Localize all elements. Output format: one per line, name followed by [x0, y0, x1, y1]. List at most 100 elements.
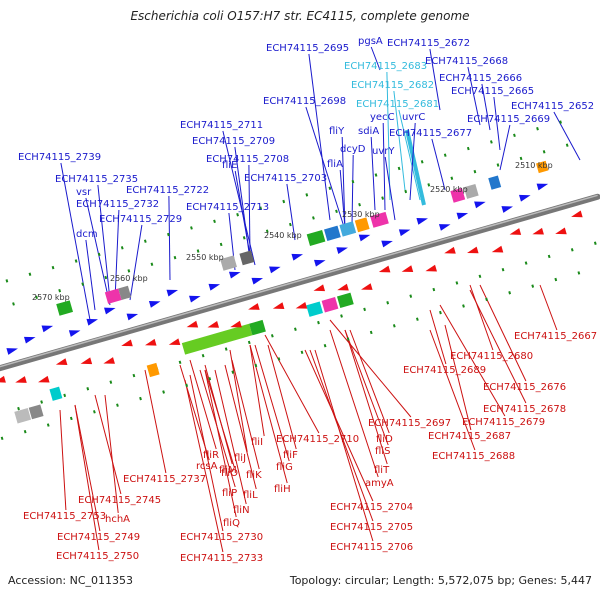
reverse-label-leader	[74, 404, 100, 551]
forward-gene-arrow	[438, 224, 451, 231]
forward-label-leader	[129, 224, 143, 301]
feature-block	[370, 211, 389, 228]
forward-gene-label: ECH74115_2711	[180, 120, 263, 131]
reverse-gene-arrow	[145, 338, 157, 346]
reverse-gene-arrow	[0, 375, 6, 383]
reverse-gene-label: fliH	[274, 484, 291, 495]
reverse-label-leader	[329, 329, 379, 478]
forward-gene-arrow	[189, 295, 201, 303]
forward-gene-arrow	[501, 206, 513, 213]
forward-gene-arrow	[398, 229, 411, 237]
scale-tick-label: 2510 kbp	[515, 161, 553, 170]
forward-gene-label: ECH74115_2695	[266, 43, 349, 54]
reverse-gene-arrow	[571, 210, 583, 218]
feature-block	[354, 217, 370, 233]
feature-block	[306, 301, 323, 317]
feature-block	[146, 362, 160, 378]
reverse-gene-arrow	[378, 265, 391, 273]
genome-summary-text: Topology: circular; Length: 5,572,075 bp…	[289, 574, 592, 587]
reverse-gene-label: fliM	[219, 465, 237, 476]
forward-gene-label: uvrC	[402, 112, 425, 123]
forward-label-leader	[286, 183, 296, 241]
reverse-gene-label: fliN	[233, 505, 250, 516]
feature-block	[28, 404, 44, 420]
forward-label-leader	[168, 195, 171, 281]
reverse-gene-label: ECH74115_2753	[23, 511, 106, 522]
reverse-gene-label: fliL	[243, 490, 258, 501]
forward-gene-label: ECH74115_2683	[344, 61, 427, 72]
reverse-gene-arrow	[15, 376, 27, 383]
forward-label-leader	[429, 48, 441, 111]
genome-backbone	[0, 193, 600, 372]
feature-block	[104, 288, 122, 304]
forward-gene-label: pgsA	[358, 36, 383, 47]
reverse-gene-arrow	[80, 357, 93, 365]
reverse-gene-label: ECH74115_2687	[428, 431, 511, 442]
forward-label-leader	[386, 71, 391, 201]
reverse-gene-label: fliS	[375, 446, 390, 457]
forward-gene-arrow	[251, 277, 264, 285]
forward-gene-label: ECH74115_2732	[76, 199, 159, 210]
genome-backbone-highlight	[0, 194, 598, 368]
forward-gene-label: yecC	[370, 112, 395, 123]
forward-gene-label: ECH74115_2681	[356, 99, 439, 110]
reverse-gene-label: fliG	[276, 462, 293, 473]
feature-block	[249, 319, 266, 336]
reverse-label-leader	[59, 409, 67, 511]
forward-gene-label: ECH74115_2739	[18, 152, 101, 163]
reverse-gene-label: ECH74115_2710	[276, 434, 359, 445]
reverse-gene-arrow	[337, 283, 349, 291]
forward-gene-arrow	[314, 259, 326, 267]
map-title: Escherichia coli O157:H7 str. EC4115, co…	[130, 9, 470, 23]
forward-label-leader	[60, 162, 91, 321]
forward-gene-label: ECH74115_2722	[126, 185, 209, 196]
forward-gene-label: ECH74115_2668	[425, 56, 508, 67]
forward-label-leader	[341, 136, 346, 231]
forward-label-leader	[248, 164, 251, 256]
reverse-label-leader	[104, 394, 119, 514]
forward-gene-label: sdiA	[358, 126, 379, 137]
reverse-gene-label: fliR	[203, 450, 219, 461]
reverse-gene-arrow	[230, 320, 242, 328]
forward-gene-label: ECH74115_2713	[186, 202, 269, 213]
reverse-gene-label: fliP	[222, 488, 237, 499]
feature-block	[463, 184, 479, 199]
reverse-gene-label: ECH74115_2676	[483, 382, 566, 393]
reverse-gene-arrow	[103, 357, 115, 364]
reverse-gene-arrow	[532, 227, 544, 235]
forward-gene-label: fliY	[329, 126, 345, 137]
reverse-gene-label: ECH74115_2730	[180, 532, 263, 543]
reverse-gene-arrow	[248, 303, 260, 310]
reverse-label-leader	[539, 284, 558, 331]
reverse-gene-label: fliO	[221, 468, 238, 479]
forward-gene-arrow	[519, 194, 531, 202]
reverse-label-leader	[304, 349, 374, 502]
reverse-gene-label: fliT	[374, 465, 390, 476]
forward-gene-label: ECH74115_2665	[451, 86, 534, 97]
forward-label-leader	[85, 239, 96, 311]
feature-block	[14, 408, 32, 424]
feature-block	[306, 230, 326, 246]
forward-label-leader	[97, 184, 111, 301]
feature-block	[536, 160, 549, 174]
labels-layer: 2510 kbp 2520 kbp 2530 kbp 2540 kbp 2550 kbp…	[18, 36, 597, 564]
reverse-label-leader	[329, 319, 412, 418]
reverse-label-leader	[444, 324, 472, 431]
reverse-gene-label: ECH74115_2680	[450, 351, 533, 362]
forward-gene-label: ECH74115_2677	[389, 128, 472, 139]
reverse-label-leader	[267, 344, 297, 450]
reverse-gene-label: ECH74115_2689	[403, 365, 486, 376]
feature-block	[339, 221, 357, 237]
reverse-label-leader	[94, 394, 122, 495]
reverse-gene-arrow	[444, 246, 456, 254]
reverse-label-leader	[249, 344, 265, 437]
reverse-label-leader	[309, 349, 374, 522]
reverse-label-leader	[254, 344, 290, 462]
reverse-label-leader	[314, 349, 374, 542]
forward-gene-label: ECH74115_2735	[55, 174, 138, 185]
scale-tick-label: 2530 kbp	[342, 210, 380, 219]
lines-layer	[59, 46, 581, 553]
reverse-gene-label: fliK	[246, 470, 262, 481]
forward-gene-label: uvrY	[372, 146, 395, 157]
